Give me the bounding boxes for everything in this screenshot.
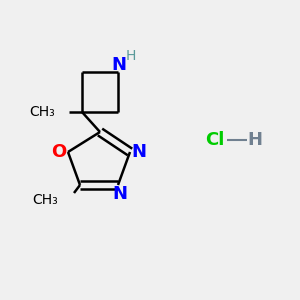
Text: CH₃: CH₃ (29, 105, 55, 119)
Text: O: O (51, 143, 67, 161)
Text: N: N (131, 143, 146, 161)
Text: N: N (112, 185, 128, 203)
Text: CH₃: CH₃ (32, 193, 58, 207)
Text: Cl: Cl (205, 131, 225, 149)
Text: N: N (112, 56, 127, 74)
Text: H: H (126, 49, 136, 63)
Text: H: H (248, 131, 262, 149)
